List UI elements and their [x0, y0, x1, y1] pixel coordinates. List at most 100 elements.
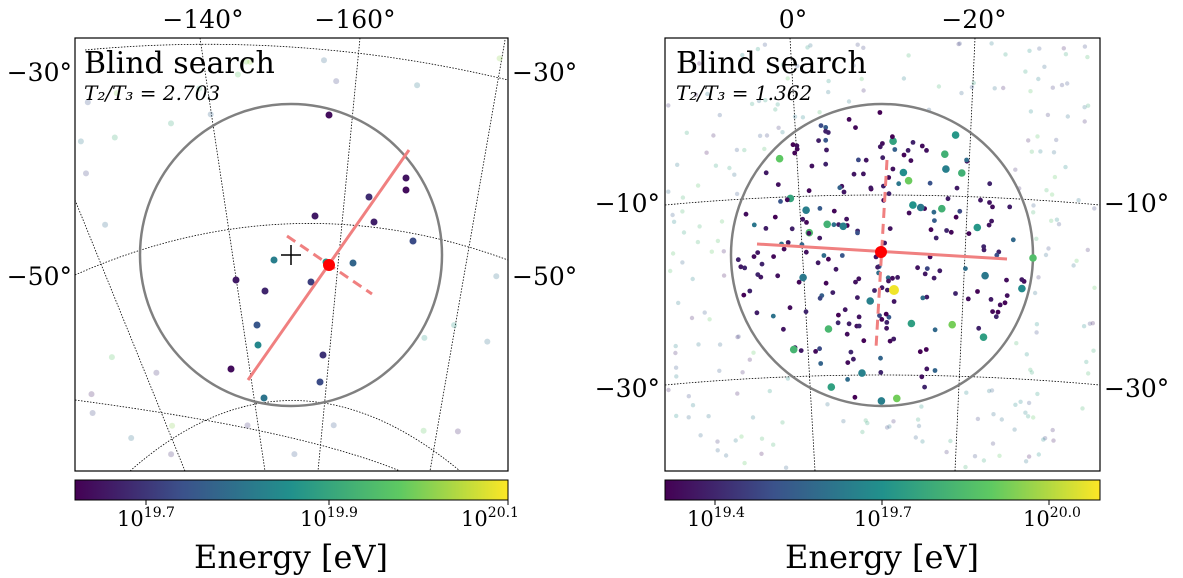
- background-event: [997, 454, 1001, 458]
- background-event: [826, 90, 830, 94]
- event-point: [839, 223, 847, 231]
- background-event: [722, 273, 726, 277]
- background-event: [1091, 349, 1095, 353]
- background-event: [1044, 188, 1048, 192]
- background-event: [666, 190, 670, 194]
- background-event: [421, 428, 427, 434]
- background-event: [1054, 138, 1058, 142]
- left-lat-tick-left-1: −30°: [7, 58, 72, 87]
- event-point: [980, 333, 988, 341]
- background-event: [706, 414, 710, 418]
- event-point: [781, 327, 786, 332]
- event-point: [824, 281, 829, 286]
- background-event: [102, 222, 108, 228]
- background-event: [760, 437, 764, 441]
- event-point: [755, 310, 760, 315]
- background-event: [735, 335, 739, 339]
- event-point: [900, 169, 908, 177]
- left-subtitle: T₂/T₃ = 2.703: [84, 81, 220, 105]
- background-event: [169, 423, 175, 429]
- event-point: [924, 347, 929, 352]
- background-event: [698, 433, 702, 437]
- event-point: [843, 307, 848, 312]
- event-point: [948, 321, 956, 329]
- event-point: [816, 260, 821, 265]
- background-event: [860, 430, 864, 434]
- background-event: [727, 166, 731, 170]
- background-event: [497, 55, 503, 61]
- background-event: [691, 403, 695, 407]
- right-lat-tick-left-2: −30°: [595, 374, 660, 403]
- event-point: [810, 164, 815, 169]
- event-point: [990, 309, 995, 314]
- background-event: [973, 454, 977, 458]
- event-point: [233, 277, 240, 284]
- event-point: [891, 167, 896, 172]
- event-point: [261, 395, 268, 402]
- background-event: [891, 419, 895, 423]
- event-point: [994, 314, 999, 319]
- background-event: [714, 164, 718, 168]
- event-point: [845, 332, 850, 337]
- background-event: [944, 450, 948, 454]
- background-event: [916, 417, 920, 421]
- background-event: [959, 91, 963, 95]
- event-point: [932, 210, 937, 215]
- right-lon-tick-1: 0°: [779, 5, 807, 34]
- event-point: [775, 273, 780, 278]
- event-point: [920, 144, 925, 149]
- background-event: [1036, 275, 1040, 279]
- background-event: [902, 76, 906, 80]
- background-event: [671, 251, 675, 255]
- background-event: [1053, 175, 1057, 179]
- event-point: [773, 215, 778, 220]
- event-point: [922, 385, 927, 390]
- background-event: [740, 370, 744, 374]
- background-event: [742, 461, 746, 465]
- event-point: [861, 338, 866, 343]
- event-point: [771, 254, 776, 259]
- background-event: [937, 84, 941, 88]
- event-point: [990, 205, 995, 210]
- event-point: [785, 197, 790, 202]
- background-event: [1029, 109, 1033, 113]
- event-point: [403, 175, 410, 182]
- background-event: [1055, 218, 1059, 222]
- background-event: [717, 369, 721, 373]
- event-point: [905, 177, 913, 185]
- event-point: [889, 285, 899, 295]
- event-point: [802, 206, 810, 214]
- background-event: [696, 240, 700, 244]
- event-point: [826, 130, 831, 135]
- background-event: [291, 451, 297, 457]
- event-point: [884, 326, 889, 331]
- background-event: [1026, 138, 1030, 142]
- background-event: [711, 133, 715, 137]
- background-event: [991, 412, 995, 416]
- background-event: [847, 99, 851, 103]
- event-point: [778, 199, 783, 204]
- event-point: [822, 253, 827, 258]
- left-plus-marker: [281, 245, 301, 265]
- event-point: [937, 268, 942, 273]
- background-event: [703, 310, 707, 314]
- background-event: [455, 428, 461, 434]
- event-point: [908, 320, 916, 328]
- event-point: [890, 276, 895, 281]
- background-event: [1012, 427, 1016, 431]
- event-point: [933, 368, 938, 373]
- background-event: [168, 120, 174, 126]
- background-event: [1046, 246, 1050, 250]
- event-point: [1003, 300, 1008, 305]
- event-point: [804, 309, 809, 314]
- right-title: Blind search: [676, 46, 867, 81]
- background-event: [773, 107, 777, 111]
- left-colorbar-label: Energy [eV]: [194, 538, 388, 576]
- event-point: [955, 186, 960, 191]
- background-event: [1074, 259, 1078, 263]
- background-event: [991, 441, 995, 445]
- background-event: [948, 439, 952, 443]
- event-point: [866, 297, 874, 305]
- event-point: [929, 227, 934, 232]
- event-point: [891, 337, 896, 342]
